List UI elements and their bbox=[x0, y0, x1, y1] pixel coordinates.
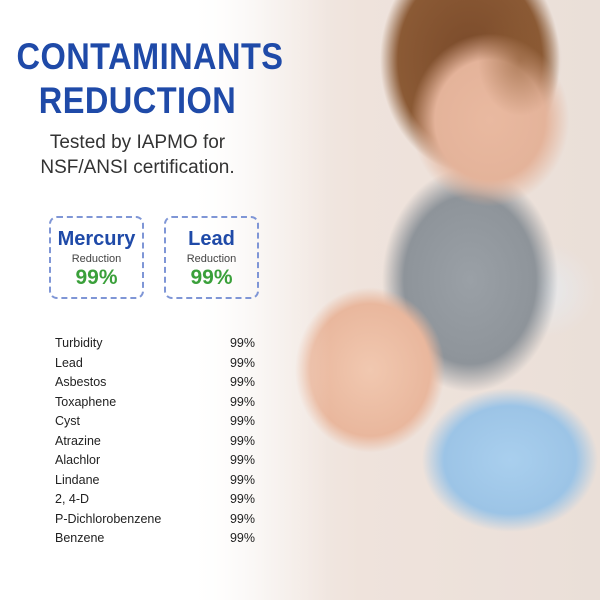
contaminant-row: 2, 4-D 99% bbox=[55, 490, 255, 510]
subtitle-line-1: Tested by IAPMO for bbox=[49, 132, 226, 153]
contaminant-row: Toxaphene 99% bbox=[55, 393, 255, 413]
contaminant-value: 99% bbox=[229, 453, 255, 467]
contaminant-value: 99% bbox=[229, 394, 255, 409]
contaminant-row: Alachlor 99% bbox=[55, 451, 255, 471]
white-fade-overlay bbox=[0, 0, 330, 600]
contaminant-name: Lindane bbox=[55, 472, 100, 487]
highlight-name: Lead bbox=[188, 228, 235, 250]
contaminant-list: Turbidity 99% Lead 99% Asbestos 99% Toxaphene 9… bbox=[55, 334, 255, 549]
contaminant-value: 99% bbox=[229, 433, 255, 448]
contaminant-name: Cyst bbox=[55, 414, 80, 428]
mercury-highlight-box: Mercury Reduction 99% bbox=[49, 216, 144, 299]
contaminant-row: Lindane 99% bbox=[55, 471, 255, 491]
contaminant-value: 99% bbox=[229, 355, 255, 370]
contaminant-row: Benzene 99% bbox=[55, 529, 255, 549]
contaminant-name: Toxaphene bbox=[55, 394, 117, 409]
highlight-value: 99% bbox=[190, 266, 233, 289]
contaminant-name: Atrazine bbox=[55, 433, 101, 448]
highlight-value: 99% bbox=[75, 266, 118, 289]
contaminant-row: Turbidity 99% bbox=[55, 334, 255, 354]
contaminant-row: Atrazine 99% bbox=[55, 432, 255, 452]
contaminant-row: Lead 99% bbox=[55, 354, 255, 374]
lead-highlight-box: Lead Reduction 99% bbox=[164, 216, 259, 299]
contaminant-name: P-Dichlorobenzene bbox=[55, 511, 162, 526]
highlight-name: Mercury bbox=[57, 228, 136, 250]
contaminant-value: 99% bbox=[229, 375, 255, 389]
contaminant-name: 2, 4-D bbox=[55, 492, 90, 506]
contaminant-row: Asbestos 99% bbox=[55, 373, 255, 393]
subtitle: Tested by IAPMO for NSF/ANSI certificati… bbox=[0, 130, 275, 180]
contaminant-name: Lead bbox=[55, 355, 83, 370]
contaminant-name: Benzene bbox=[55, 531, 105, 545]
title-line-2: REDUCTION bbox=[38, 80, 237, 121]
contaminant-value: 99% bbox=[229, 472, 255, 487]
contaminant-name: Alachlor bbox=[55, 453, 101, 467]
page-title: CONTAMINANTS REDUCTION bbox=[16, 35, 284, 123]
title-line-1: CONTAMINANTS bbox=[16, 36, 284, 77]
subtitle-line-2: NSF/ANSI certification. bbox=[40, 157, 235, 178]
highlight-label: Reduction bbox=[71, 253, 122, 265]
contaminant-value: 99% bbox=[229, 511, 255, 526]
contaminant-row: P-Dichlorobenzene 99% bbox=[55, 510, 255, 530]
contaminant-name: Turbidity bbox=[55, 336, 103, 350]
highlight-label: Reduction bbox=[186, 253, 237, 265]
contaminant-name: Asbestos bbox=[55, 375, 107, 389]
contaminant-value: 99% bbox=[229, 531, 255, 545]
contaminant-value: 99% bbox=[229, 414, 255, 428]
contaminant-value: 99% bbox=[229, 336, 255, 350]
contaminant-value: 99% bbox=[229, 492, 255, 506]
contaminant-row: Cyst 99% bbox=[55, 412, 255, 432]
